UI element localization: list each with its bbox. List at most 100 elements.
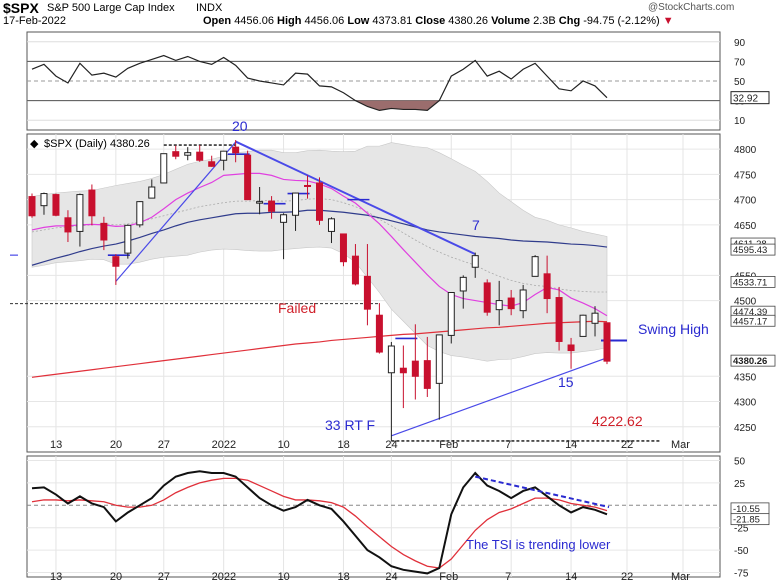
candle-down [100, 222, 108, 241]
price-panel: 4800475047004650455045004350430042504611… [10, 133, 776, 453]
tsi-value-label: -10.55 [733, 504, 760, 515]
candle-down [423, 360, 431, 389]
candle-up [591, 312, 599, 324]
tsi-panel: 50250-25-50-75-10.55-21.8513202720221018… [26, 455, 770, 582]
candle-down [375, 314, 383, 353]
price-tick-label: 4750 [734, 170, 757, 181]
rsi-last-value-box [730, 91, 770, 105]
candle-down [208, 161, 216, 167]
annotation-tsi-note: The TSI is trending lower [466, 537, 611, 552]
candle-up [136, 201, 144, 226]
candle-up [579, 314, 587, 337]
tsi-tick-label: -75 [734, 569, 749, 580]
price-x-label: Feb [439, 439, 458, 451]
candle-down [316, 182, 323, 221]
candle-down [232, 146, 240, 154]
price-tick-label: 4350 [734, 372, 757, 383]
candle-up [495, 300, 503, 311]
rsi-tick-label: 90 [734, 38, 746, 49]
bollinger-mid [31, 198, 607, 293]
annotation-rt-f: 33 RT F [325, 417, 375, 433]
candle-up [327, 218, 335, 232]
annotation-failed: Failed [278, 300, 316, 316]
candle-down [112, 256, 120, 267]
candle-down [399, 367, 407, 374]
price-x-label: 20 [110, 439, 122, 451]
tsi-x-label: 22 [621, 571, 633, 582]
candle-down [268, 200, 276, 212]
candle-down [507, 297, 515, 310]
candle-down [52, 194, 60, 216]
candle-up [447, 291, 455, 336]
price-tick-label: 4700 [734, 196, 757, 207]
candle-up [531, 256, 539, 277]
candle-down [88, 189, 96, 217]
tsi-tick-label: -50 [734, 546, 749, 557]
symbol: $SPX [3, 0, 39, 16]
tsi-x-label: 14 [565, 571, 577, 582]
candle-down [555, 297, 563, 342]
candle-down [196, 151, 204, 161]
price-tick-label: 4500 [734, 297, 757, 308]
tsi-x-label: Feb [439, 571, 458, 582]
uptrend-line [115, 141, 237, 282]
rsi-last-value: 32.92 [733, 94, 758, 105]
tsi-x-label: 13 [50, 571, 62, 582]
candle-up [124, 224, 132, 254]
candle-up [292, 192, 300, 216]
candle-down [567, 344, 575, 352]
price-value-box [730, 314, 776, 327]
tsi-tick-label: 50 [734, 456, 746, 467]
chart-header: $SPX S&P 500 Large Cap Index INDX @Stock… [3, 0, 773, 30]
rising-support-line [391, 356, 610, 437]
rsi-tick-label: 50 [734, 77, 746, 88]
price-x-label: 10 [278, 439, 290, 451]
price-value-label: 4474.39 [733, 307, 767, 318]
price-tick-label: 4300 [734, 398, 757, 409]
price-x-label: 27 [158, 439, 170, 451]
candle-up [220, 150, 228, 161]
index-name: S&P 500 Large Cap Index [47, 2, 175, 14]
price-x-label: 22 [621, 439, 633, 451]
price-x-label: 13 [50, 439, 62, 451]
tsi-divergence-line [475, 475, 610, 509]
tsi-x-label: 2022 [212, 571, 236, 582]
price-x-label: 7 [505, 439, 511, 451]
candle-up [160, 153, 168, 184]
rsi-line [31, 54, 608, 112]
candle-down [483, 282, 491, 313]
candle-down [351, 255, 359, 285]
candle-down [244, 154, 252, 201]
candle-up [184, 152, 192, 156]
annotation-7: 7 [472, 217, 480, 233]
candle-up [256, 201, 264, 204]
rsi-oversold-fill [343, 100, 440, 111]
sma-200-line [31, 320, 608, 378]
tsi-signal-line [31, 477, 608, 569]
candle-up [459, 276, 467, 292]
price-x-label: 14 [565, 439, 577, 451]
candle-down [603, 322, 611, 362]
candle-up [148, 186, 156, 199]
candle-down [411, 360, 419, 377]
price-x-label: 2022 [212, 439, 236, 451]
annotation-15: 15 [558, 374, 574, 390]
candle-up [519, 289, 527, 312]
tsi-x-label: 10 [278, 571, 290, 582]
annotation-low-value: 4222.62 [592, 413, 643, 429]
price-x-label: Mar [671, 439, 690, 451]
candle-down [543, 273, 551, 300]
candle-down [172, 151, 180, 157]
exchange: INDX [196, 2, 223, 14]
candle-up [387, 345, 395, 374]
tsi-frame [26, 455, 721, 578]
legend-label: $SPX (Daily) 4380.26 [44, 138, 150, 150]
tsi-x-label: 27 [158, 571, 170, 582]
rsi-tick-label: 70 [734, 57, 746, 68]
price-x-label: 24 [385, 439, 397, 451]
price-x-label: 18 [337, 439, 349, 451]
chart-date: 17-Feb-2022 [3, 15, 66, 27]
annotation-20: 20 [232, 118, 248, 134]
tsi-value-box [730, 513, 770, 526]
